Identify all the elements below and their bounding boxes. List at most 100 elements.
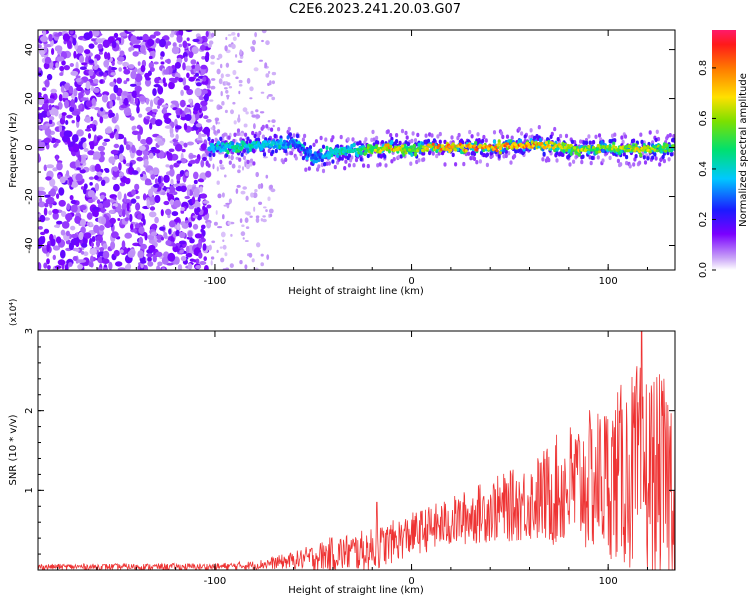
heatmap-cell	[175, 229, 180, 237]
heatmap-cell	[269, 213, 273, 218]
heatmap-cell	[96, 199, 101, 205]
heatmap-cell	[262, 218, 267, 223]
heatmap-cell	[195, 140, 203, 144]
heatmap-cell	[219, 136, 223, 141]
heatmap-cell	[199, 44, 206, 51]
heatmap-cell	[131, 130, 139, 136]
heatmap-cell	[513, 153, 517, 159]
heatmap-cell	[143, 159, 149, 167]
heatmap-cell	[253, 133, 257, 139]
heatmap-cell	[100, 194, 105, 200]
heatmap-cell	[54, 45, 63, 52]
heatmap-cell	[217, 193, 222, 199]
heatmap-cell	[52, 212, 59, 220]
heatmap-cell	[400, 128, 405, 134]
heatmap-cell	[216, 180, 220, 185]
x-tick-label: -100	[204, 576, 227, 587]
heatmap-cell	[162, 107, 168, 115]
heatmap-cell	[428, 150, 432, 156]
heatmap-cell	[222, 244, 227, 250]
heatmap-cell	[595, 147, 599, 151]
heatmap-cell	[668, 133, 672, 138]
heatmap-cell	[83, 32, 92, 40]
heatmap-cell	[163, 174, 170, 183]
heatmap-cell	[61, 211, 67, 217]
heatmap-cell	[160, 209, 164, 217]
heatmap-cell	[225, 36, 228, 41]
heatmap-axes: -100 0 100 -40 -20 0 20 40	[24, 30, 675, 287]
heatmap-cell	[632, 146, 636, 150]
heatmap-cell	[75, 75, 81, 79]
heatmap-cell	[498, 147, 502, 151]
heatmap-cell	[109, 93, 117, 102]
heatmap-cell	[208, 152, 212, 158]
heatmap-cell	[123, 80, 128, 85]
heatmap-cell	[185, 245, 190, 254]
heatmap-cell	[60, 85, 65, 93]
heatmap-cell	[58, 199, 66, 207]
heatmap-cell	[303, 133, 307, 139]
heatmap-cell	[251, 130, 255, 136]
heatmap-cell	[253, 67, 259, 72]
heatmap-cell	[171, 121, 175, 129]
heatmap-cell	[478, 159, 482, 164]
heatmap-cell	[236, 128, 241, 133]
heatmap-cell	[81, 62, 88, 66]
heatmap-cell	[254, 31, 257, 38]
heatmap-cell	[90, 242, 94, 248]
heatmap-cell	[238, 90, 241, 95]
heatmap-cell	[161, 191, 166, 196]
heatmap-cell	[251, 46, 256, 53]
heatmap-cell	[352, 163, 356, 168]
heatmap-cell	[492, 139, 497, 144]
heatmap-cell	[242, 107, 248, 113]
heatmap-cell	[386, 129, 390, 134]
heatmap-cell	[142, 193, 147, 201]
heatmap-cell	[193, 201, 201, 209]
heatmap-cell	[625, 160, 629, 166]
heatmap-cell	[87, 212, 93, 220]
heatmap-cell	[123, 159, 127, 165]
heatmap-cell	[541, 157, 545, 162]
heatmap-cell	[146, 199, 151, 209]
heatmap-cell	[268, 70, 271, 74]
heatmap-cell	[78, 259, 87, 263]
heatmap-cell	[312, 142, 316, 147]
heatmap-cell	[105, 111, 109, 115]
heatmap-cell	[186, 188, 190, 197]
heatmap-cell	[195, 72, 199, 77]
heatmap-cell	[192, 38, 200, 43]
heatmap-cell	[231, 43, 236, 50]
heatmap-cell	[97, 267, 102, 270]
heatmap-cell	[203, 115, 209, 120]
heatmap-cell	[93, 134, 98, 143]
heatmap-cell	[404, 130, 408, 136]
heatmap-cell	[111, 61, 115, 66]
heatmap-cell	[190, 59, 197, 65]
heatmap-cell	[101, 258, 110, 265]
heatmap-cell	[383, 147, 387, 151]
heatmap-cell	[469, 156, 473, 161]
heatmap-cell	[173, 199, 182, 208]
heatmap-cell	[131, 90, 138, 99]
heatmap-cell	[220, 145, 224, 149]
heatmap-cell	[621, 139, 625, 145]
heatmap-cell	[151, 108, 158, 113]
heatmap-cell	[171, 211, 179, 217]
heatmap-cell	[133, 39, 141, 44]
heatmap-cell	[628, 164, 632, 169]
heatmap-cell	[70, 199, 77, 205]
heatmap-cell	[253, 206, 256, 212]
heatmap-cell	[169, 164, 174, 170]
heatmap-cell	[411, 131, 415, 136]
heatmap-cell	[205, 30, 209, 38]
heatmap-cell	[159, 38, 167, 48]
heatmap-cell	[152, 254, 157, 263]
heatmap-cell	[42, 87, 47, 91]
heatmap-cell	[409, 161, 413, 166]
heatmap-cell	[235, 76, 239, 80]
heatmap-cell	[653, 148, 657, 152]
heatmap-cell	[43, 262, 48, 269]
heatmap-cell	[215, 119, 218, 125]
heatmap-cell	[97, 145, 105, 152]
